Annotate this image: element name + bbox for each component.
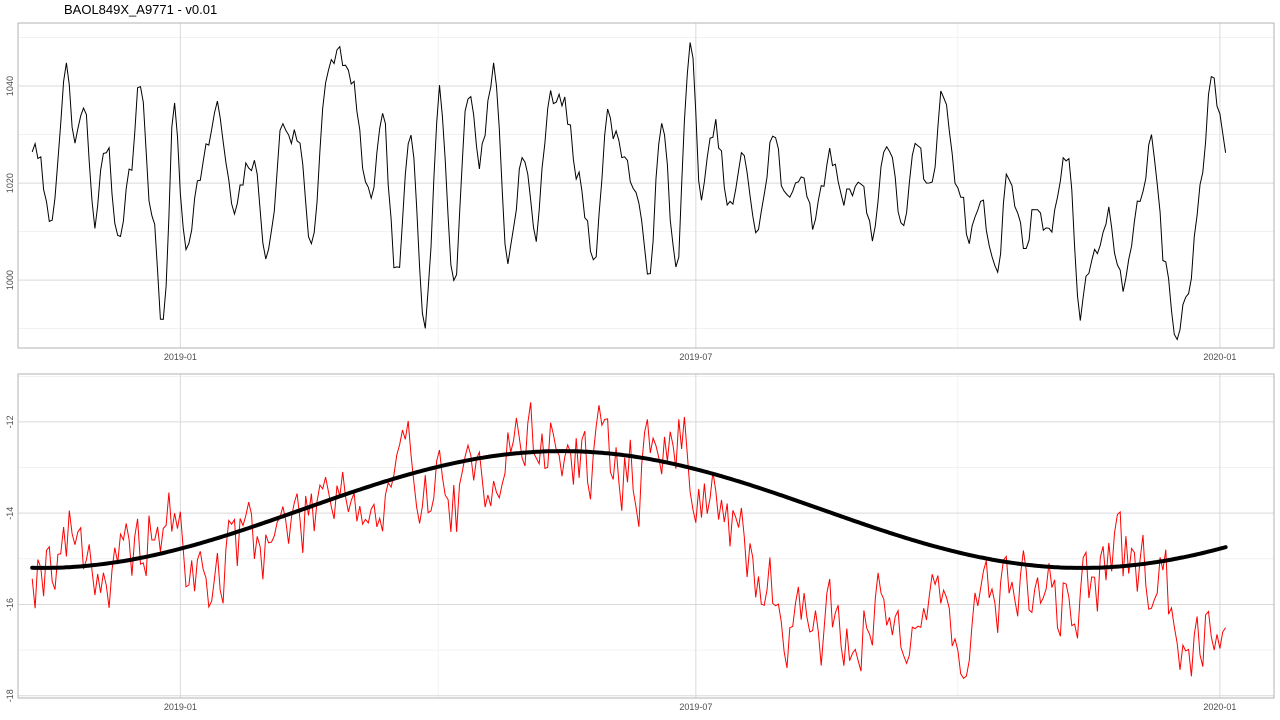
x-tick-label: 2019-01 — [164, 352, 197, 362]
x-tick-label: 2020-01 — [1203, 352, 1236, 362]
top-series-line — [31, 42, 1227, 341]
panel-frame — [17, 22, 1275, 349]
y-tick-label: -12 — [5, 415, 15, 428]
x-tick-label: 2020-01 — [1203, 702, 1236, 712]
y-tick-label: -16 — [5, 598, 15, 611]
bottom-trend-line — [30, 449, 1228, 570]
y-tick-label: -18 — [5, 689, 15, 702]
y-tick-label: 1000 — [5, 270, 15, 290]
panel-frame — [17, 373, 1275, 699]
x-tick-label: 2019-01 — [164, 702, 197, 712]
top-panel: 2019-01 2019-07 2020-01 1000 1020 1040 — [5, 22, 1275, 362]
y-tick-label: -14 — [5, 507, 15, 520]
y-tick-label: 1040 — [5, 76, 15, 96]
chart-title: BAOL849X_A9771 - v0.01 — [64, 2, 218, 17]
bottom-panel: 2019-01 2019-07 2020-01 -18 -16 -14 -12 — [5, 373, 1275, 712]
x-tick-label: 2019-07 — [679, 702, 712, 712]
bottom-series-line — [31, 402, 1227, 680]
x-tick-label: 2019-07 — [679, 352, 712, 362]
y-tick-label: 1020 — [5, 173, 15, 193]
